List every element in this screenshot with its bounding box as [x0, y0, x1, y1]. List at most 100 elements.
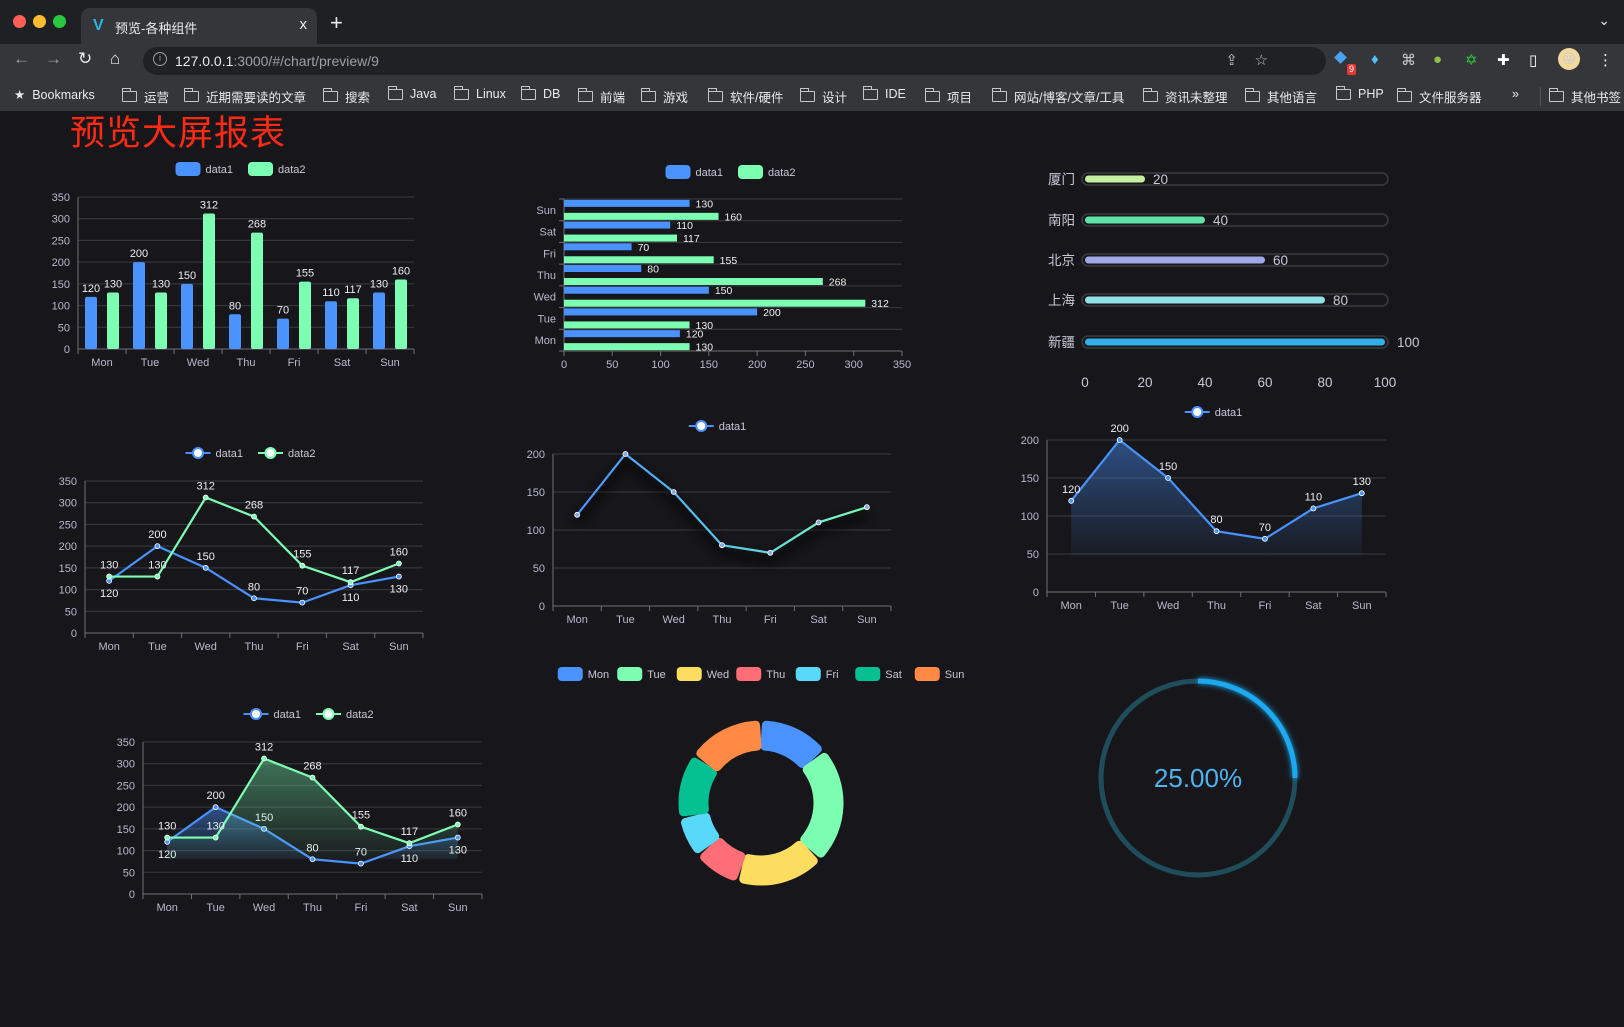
- legend-item-Tue[interactable]: Tue: [617, 667, 666, 681]
- maximize-window-button[interactable]: [53, 15, 66, 28]
- point-data1: [1310, 505, 1317, 512]
- progress-fill: [1085, 296, 1325, 304]
- back-icon[interactable]: ←: [13, 49, 30, 68]
- profile-avatar[interactable]: 😜: [1558, 48, 1580, 70]
- bar-data2: [107, 292, 119, 349]
- circle-extension-icon[interactable]: ●: [1433, 51, 1443, 68]
- minimize-window-button[interactable]: [33, 15, 46, 28]
- tab-close-icon[interactable]: x: [299, 16, 308, 33]
- bookmark-folder[interactable]: 游戏: [640, 87, 688, 106]
- page-title: 预览大屏报表: [70, 114, 287, 153]
- bookmarks-button[interactable]: ★ Bookmarks: [14, 87, 95, 103]
- point-data1: [815, 519, 822, 526]
- bar-data1: [277, 318, 289, 349]
- point-data1: [202, 564, 209, 571]
- bookmark-label: 近期需要读的文章: [206, 91, 307, 105]
- bookmark-star-icon[interactable]: ☆: [1254, 52, 1268, 69]
- browser-tab[interactable]: V 预览-各种组件 x: [81, 8, 317, 44]
- progress-track: [1081, 293, 1389, 307]
- tab-search-chevron-icon[interactable]: ⌄: [1598, 12, 1610, 28]
- new-tab-button[interactable]: +: [330, 10, 343, 35]
- extension-icon[interactable]: [1334, 51, 1347, 64]
- reload-icon[interactable]: ↻: [78, 49, 93, 68]
- x-tick-label: Thu: [237, 357, 256, 369]
- point-data2: [164, 834, 171, 841]
- bookmark-folder[interactable]: Java: [387, 85, 437, 101]
- bookmark-label: Java: [410, 87, 437, 101]
- y-tick-label: 100: [52, 301, 70, 313]
- bookmark-folder[interactable]: 资讯未整理: [1142, 87, 1228, 106]
- bookmark-folder[interactable]: 运营: [121, 87, 169, 106]
- bookmark-folder[interactable]: 搜索: [322, 87, 370, 106]
- bookmark-folder[interactable]: 软件/硬件: [707, 87, 783, 106]
- menu-icon[interactable]: ⋮: [1598, 52, 1613, 69]
- bookmark-label: 项目: [947, 91, 973, 105]
- site-info-icon[interactable]: i: [153, 52, 167, 66]
- folder-icon: [1335, 85, 1351, 100]
- legend-item-data1[interactable]: data1: [688, 420, 747, 433]
- legend-item-Wed[interactable]: Wed: [676, 667, 729, 681]
- x-tick-label: Fri: [764, 614, 777, 626]
- legend-item-Sat[interactable]: Sat: [855, 667, 902, 681]
- legend-item-Fri[interactable]: Fri: [795, 667, 839, 681]
- legend-item-data2[interactable]: data2: [316, 708, 374, 721]
- legend-item-data2[interactable]: data2: [738, 165, 796, 179]
- progress-fill: [1085, 256, 1265, 264]
- bookmark-folder[interactable]: 前端: [577, 87, 625, 106]
- bookmark-folder[interactable]: Linux: [453, 85, 506, 101]
- point-data1: [1213, 528, 1220, 535]
- data-label: 60: [1273, 253, 1288, 268]
- address-bar[interactable]: i 127.0.0.1:3000/#/chart/preview/9 ⇪ ☆: [143, 47, 1326, 75]
- x-tick-label: 350: [893, 359, 911, 371]
- bar-data2: [395, 279, 407, 349]
- y-tick-label: 200: [1021, 435, 1039, 447]
- bookmark-folder[interactable]: PHP: [1335, 85, 1384, 101]
- x-tick-label: Sat: [810, 614, 827, 626]
- legend-label: data2: [288, 448, 316, 460]
- forward-icon[interactable]: →: [45, 49, 62, 68]
- vue-logo-icon: V: [93, 17, 104, 34]
- side-panel-icon[interactable]: ▯: [1529, 52, 1538, 69]
- bookmark-folder[interactable]: 项目: [924, 87, 973, 106]
- bookmark-folder[interactable]: 其他语言: [1244, 87, 1317, 106]
- legend-item-data1[interactable]: data1: [1184, 406, 1243, 419]
- legend-label: data2: [346, 709, 374, 721]
- share-icon[interactable]: ⇪: [1225, 52, 1238, 69]
- bookmark-folder[interactable]: 文件服务器: [1396, 87, 1482, 106]
- x-tick-label: Tue: [148, 641, 167, 653]
- bookmark-folder[interactable]: 设计: [799, 87, 847, 106]
- row-label: 厦门: [1048, 172, 1075, 187]
- legend-item-data1[interactable]: data1: [243, 708, 302, 721]
- point-data2: [347, 579, 354, 586]
- bar-data2: [564, 321, 690, 329]
- command-extension-icon[interactable]: ⌘: [1401, 52, 1416, 69]
- legend-item-Sun[interactable]: Sun: [914, 667, 965, 681]
- bookmark-folder[interactable]: IDE: [862, 85, 906, 101]
- legend-item-data1[interactable]: data1: [665, 165, 724, 179]
- legend-item-Thu[interactable]: Thu: [736, 667, 785, 681]
- gem-extension-icon[interactable]: ♦: [1371, 51, 1379, 68]
- x-tick-label: Mon: [157, 902, 178, 914]
- legend-item-data1[interactable]: data1: [185, 447, 244, 460]
- star-extension-icon[interactable]: ✡: [1465, 52, 1478, 69]
- chart-bar: data1 data2 0 50 100 150 200 250 300 350 Mon Tue Wed…: [52, 162, 415, 369]
- home-icon[interactable]: ⌂: [110, 49, 121, 68]
- bar-data1: [564, 286, 709, 294]
- url-text[interactable]: 127.0.0.1:3000/#/chart/preview/9: [175, 53, 379, 69]
- legend-item-Mon[interactable]: Mon: [557, 667, 609, 681]
- point-data1: [1068, 497, 1075, 504]
- close-window-button[interactable]: [13, 15, 26, 28]
- y-tick-label: 150: [527, 487, 545, 499]
- bookmark-folder[interactable]: 近期需要读的文章: [183, 87, 307, 106]
- extensions-puzzle-icon[interactable]: ✚: [1497, 52, 1510, 69]
- bookmark-folder[interactable]: 网站/博客/文章/工具: [991, 87, 1124, 106]
- tab-title: 预览-各种组件: [115, 21, 198, 36]
- other-bookmarks-folder[interactable]: 其他书签: [1540, 87, 1621, 106]
- row-label: 上海: [1048, 293, 1075, 308]
- legend-item-data1[interactable]: data1: [175, 162, 234, 176]
- folder-icon: [707, 88, 723, 102]
- legend-item-data2[interactable]: data2: [248, 162, 306, 176]
- bookmarks-overflow-button[interactable]: »: [1512, 87, 1519, 101]
- bookmark-folder[interactable]: DB: [520, 85, 560, 101]
- legend-item-data2[interactable]: data2: [258, 447, 316, 460]
